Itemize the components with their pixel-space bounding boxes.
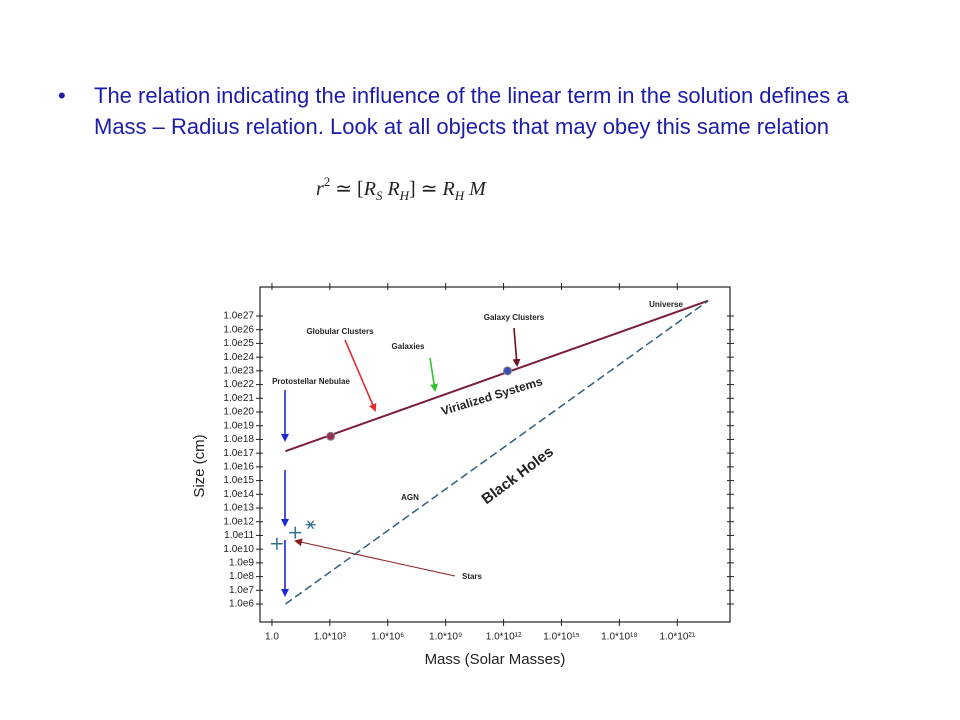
x-axis-label: Mass (Solar Masses) <box>425 651 566 668</box>
annotation: Protostellar Nebulae <box>272 377 350 386</box>
x-tick-label: 1.0 <box>265 632 279 643</box>
y-tick-label: 1.0e22 <box>223 379 254 390</box>
annotation: Galaxy Clusters <box>484 313 545 322</box>
x-tick-label: 1.0*10¹² <box>486 632 522 643</box>
arrow <box>429 357 439 392</box>
bullet-text: The relation indicating the influence of… <box>58 80 904 142</box>
formula-part: S <box>375 188 383 203</box>
y-tick-label: 1.0e6 <box>229 599 254 610</box>
y-tick-label: 1.0e10 <box>223 544 254 555</box>
annotation: Universe <box>649 300 683 309</box>
formula-part: R <box>442 178 455 200</box>
y-tick-label: 1.0e13 <box>223 503 254 514</box>
y-tick-label: 1.0e26 <box>223 324 254 335</box>
series-line <box>285 300 709 605</box>
annotation: AGN <box>401 493 419 502</box>
x-tick-label: 1.0*10²¹ <box>659 632 695 643</box>
formula-part: H <box>454 188 465 203</box>
arrows <box>281 327 521 597</box>
arrow <box>512 327 521 367</box>
annotation: Stars <box>462 572 483 581</box>
series-label: Black Holes <box>479 443 557 508</box>
x-tick-label: 1.0*10¹⁸ <box>601 632 637 643</box>
point <box>305 520 316 530</box>
y-tick-label: 1.0e8 <box>229 571 254 582</box>
y-axis-label: Size (cm) <box>191 434 208 497</box>
formula-part: ] ≃ <box>409 178 443 200</box>
y-tick-label: 1.0e21 <box>223 393 254 404</box>
y-tick-label: 1.0e23 <box>223 366 254 377</box>
y-tick-label: 1.0e9 <box>229 558 254 569</box>
y-tick-label: 1.0e24 <box>223 352 254 363</box>
y-tick-label: 1.0e20 <box>223 407 254 418</box>
point <box>289 526 302 539</box>
x-tick-label: 1.0*10⁶ <box>371 632 404 643</box>
x-tick-label: 1.0*10⁹ <box>429 632 462 643</box>
y-tick-label: 1.0e12 <box>223 516 254 527</box>
formula-part: H <box>399 188 410 203</box>
point <box>270 537 283 550</box>
formula: r2 ≃ [RS RH] ≃ RH M <box>316 174 486 204</box>
series-line <box>285 299 709 453</box>
y-tick-label: 1.0e27 <box>223 311 254 322</box>
formula-part: ≃ [ <box>330 178 364 200</box>
arrow <box>344 339 377 412</box>
y-tick-label: 1.0e17 <box>223 448 254 459</box>
series-label: Virialized Systems <box>439 374 544 418</box>
y-tick-label: 1.0e14 <box>223 489 254 500</box>
x-tick-label: 1.0*10¹⁵ <box>543 632 579 643</box>
point <box>503 366 513 376</box>
formula-part: R <box>363 178 376 200</box>
annotation: Globular Clusters <box>306 327 374 336</box>
x-tick-label: 1.0*10³ <box>314 632 347 643</box>
formula-part: R <box>387 178 400 200</box>
y-tick-label: 1.0e15 <box>223 475 254 486</box>
y-tick-label: 1.0e11 <box>224 530 254 541</box>
annotation: Galaxies <box>392 342 425 351</box>
y-tick-label: 1.0e16 <box>223 462 254 473</box>
y-tick-label: 1.0e7 <box>229 585 254 596</box>
y-tick-label: 1.0e25 <box>223 338 254 349</box>
y-tick-label: 1.0e18 <box>223 434 254 445</box>
point <box>326 431 336 441</box>
formula-part: 2 <box>323 174 331 189</box>
y-tick-label: 1.0e19 <box>223 420 254 431</box>
arrow <box>294 538 456 577</box>
formula-part: r <box>316 178 324 200</box>
plot-frame <box>259 286 731 623</box>
formula-part: M <box>464 178 486 200</box>
